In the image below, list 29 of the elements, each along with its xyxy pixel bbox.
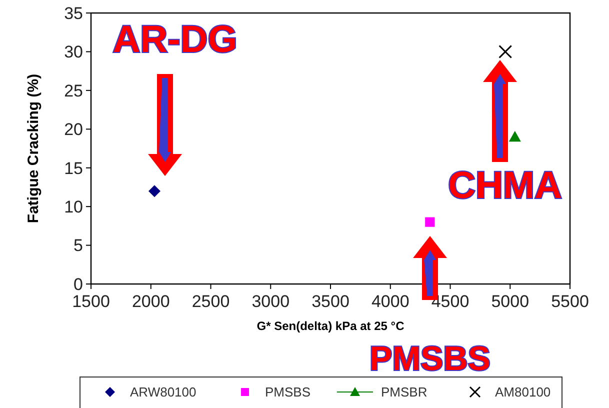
y-tick-label: 10 <box>64 198 83 217</box>
x-tick-label: 3000 <box>252 292 290 311</box>
y-tick-label: 35 <box>64 4 83 23</box>
x-tick-label: 3500 <box>312 292 350 311</box>
legend-label: AM80100 <box>495 384 551 400</box>
x-tick-label: 5500 <box>551 292 589 311</box>
y-tick-label: 0 <box>74 274 83 294</box>
legend-label: PMSBS <box>265 384 311 400</box>
x-tick-label: 2500 <box>192 292 230 311</box>
annotation: AR-DG <box>112 19 238 61</box>
legend-label: ARW80100 <box>130 384 196 400</box>
annotation: CHMA <box>448 165 562 207</box>
y-tick-label: 5 <box>74 236 83 256</box>
point <box>498 44 512 58</box>
x-tick-label: 5000 <box>491 292 530 311</box>
y-tick-label: 30 <box>64 42 83 62</box>
point <box>148 185 160 198</box>
x-tick-label: 4000 <box>371 292 410 311</box>
text: PMSBS <box>370 340 490 378</box>
legend-label: PMSBR <box>381 384 428 400</box>
point <box>508 130 521 142</box>
x-tick-label: 1500 <box>72 292 110 311</box>
y-tick-label: 20 <box>64 120 83 140</box>
x-axis-title: G* Sen(delta) kPa at 25 °C <box>256 319 405 333</box>
point <box>425 217 435 227</box>
y-axis-title: Fatigue Cracking (%) <box>25 74 42 224</box>
y-tick-label: 25 <box>64 81 83 100</box>
y-tick-label: 15 <box>64 158 83 178</box>
x-tick-label: 2000 <box>132 292 170 311</box>
